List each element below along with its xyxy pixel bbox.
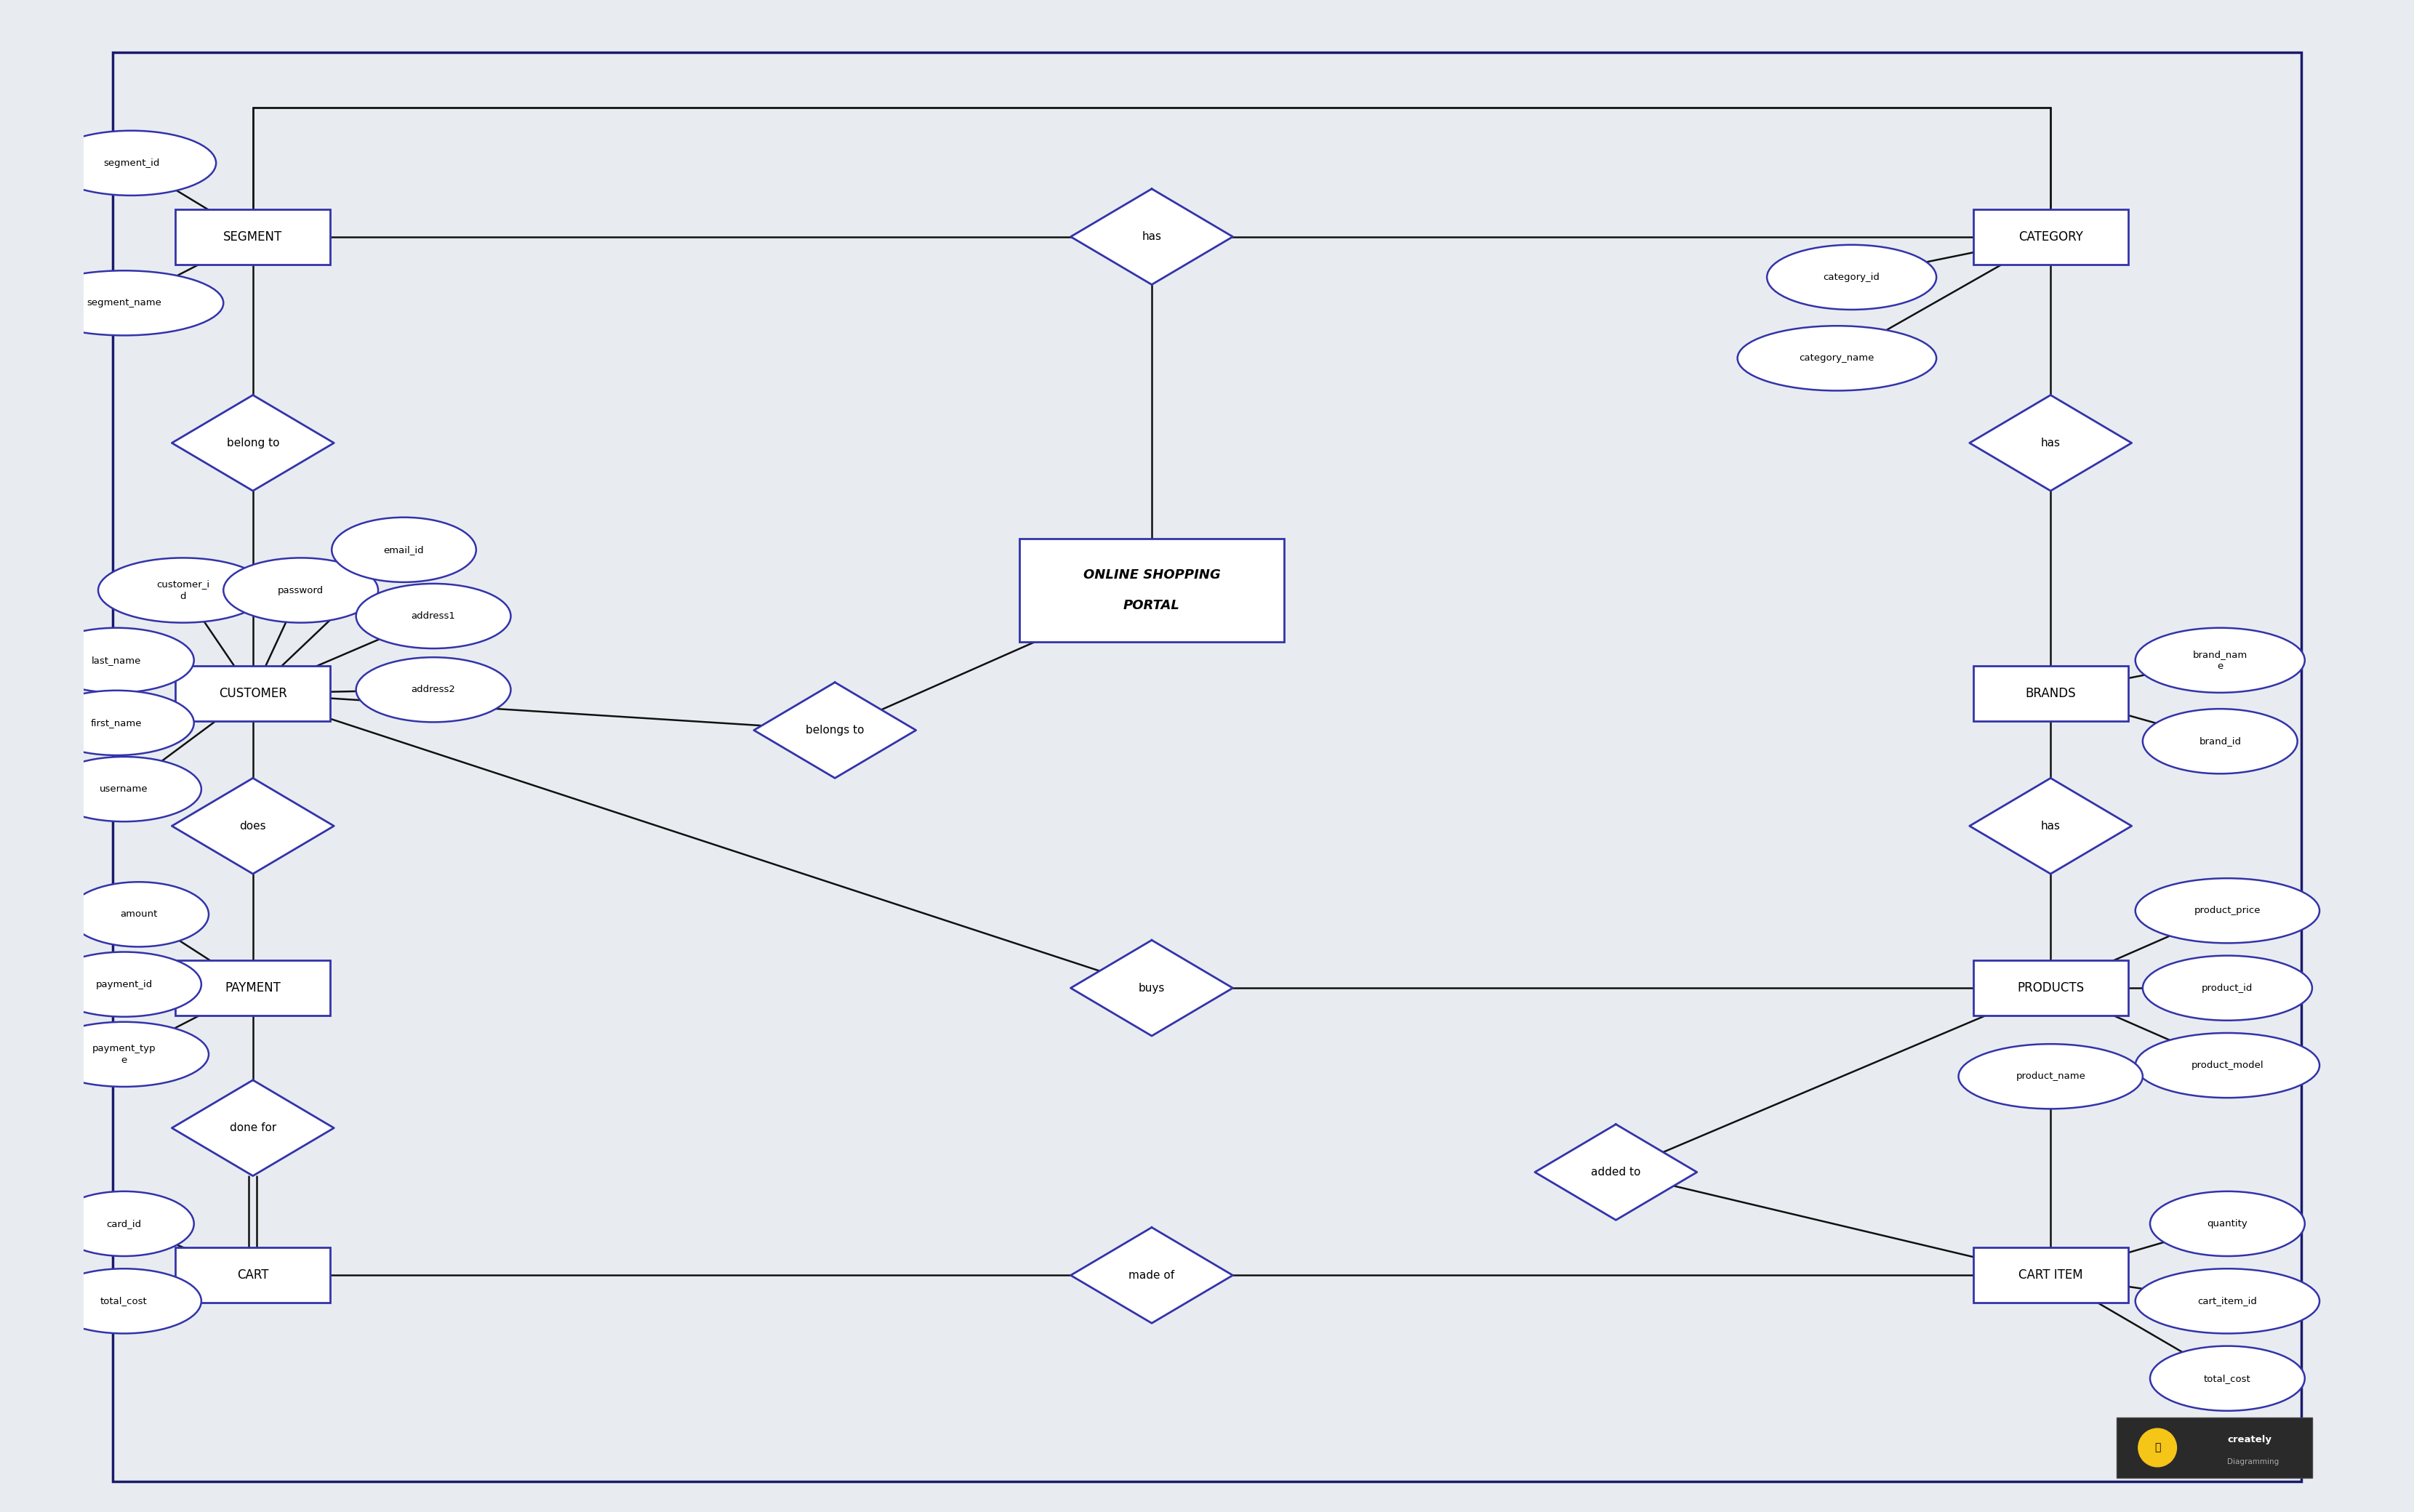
Text: added to: added to: [1591, 1167, 1642, 1178]
Ellipse shape: [1958, 1043, 2144, 1108]
Text: buys: buys: [1139, 983, 1166, 993]
Text: creately: creately: [2228, 1435, 2272, 1444]
Text: cart_item_id: cart_item_id: [2197, 1296, 2257, 1306]
Text: CATEGORY: CATEGORY: [2018, 230, 2083, 243]
Text: email_id: email_id: [384, 544, 425, 555]
Polygon shape: [1970, 779, 2132, 874]
Polygon shape: [171, 779, 333, 874]
Text: BRANDS: BRANDS: [2025, 686, 2076, 700]
Ellipse shape: [24, 271, 225, 336]
Ellipse shape: [1767, 245, 1936, 310]
Polygon shape: [171, 1080, 333, 1176]
Ellipse shape: [1738, 327, 1936, 390]
Text: customer_i
d: customer_i d: [157, 579, 210, 600]
Text: brand_id: brand_id: [2199, 736, 2240, 745]
Text: PRODUCTS: PRODUCTS: [2018, 981, 2083, 995]
Text: ONLINE SHOPPING: ONLINE SHOPPING: [1084, 569, 1221, 581]
Text: has: has: [1142, 231, 1161, 242]
Ellipse shape: [46, 953, 200, 1016]
Text: quantity: quantity: [2206, 1219, 2247, 1228]
Polygon shape: [171, 395, 333, 491]
Text: amount: amount: [121, 910, 157, 919]
Ellipse shape: [355, 584, 512, 649]
Ellipse shape: [2151, 1346, 2305, 1411]
Ellipse shape: [2136, 878, 2320, 943]
FancyBboxPatch shape: [1972, 665, 2129, 721]
Text: brand_nam
e: brand_nam e: [2192, 650, 2247, 671]
Text: belong to: belong to: [227, 437, 280, 449]
FancyBboxPatch shape: [176, 209, 331, 265]
Text: address1: address1: [410, 611, 456, 621]
Polygon shape: [1072, 1228, 1234, 1323]
Ellipse shape: [2136, 1269, 2320, 1334]
FancyBboxPatch shape: [1019, 538, 1284, 641]
Text: payment_id: payment_id: [97, 980, 152, 989]
Polygon shape: [1072, 940, 1234, 1036]
Text: first_name: first_name: [92, 718, 142, 727]
FancyBboxPatch shape: [176, 1247, 331, 1303]
FancyBboxPatch shape: [1972, 1247, 2129, 1303]
Text: done for: done for: [229, 1122, 275, 1134]
Ellipse shape: [46, 756, 200, 821]
Text: CART: CART: [237, 1269, 268, 1282]
Text: CUSTOMER: CUSTOMER: [220, 686, 287, 700]
Text: CART ITEM: CART ITEM: [2018, 1269, 2083, 1282]
FancyBboxPatch shape: [1972, 209, 2129, 265]
Ellipse shape: [53, 1191, 193, 1256]
Ellipse shape: [2144, 709, 2298, 774]
Text: has: has: [2040, 821, 2062, 832]
Text: last_name: last_name: [92, 656, 142, 665]
Circle shape: [2139, 1429, 2177, 1467]
Text: product_price: product_price: [2194, 906, 2260, 915]
Text: segment_name: segment_name: [87, 298, 162, 308]
Polygon shape: [753, 682, 915, 779]
Text: PAYMENT: PAYMENT: [225, 981, 280, 995]
Text: has: has: [2040, 437, 2062, 449]
Text: PORTAL: PORTAL: [1123, 599, 1180, 612]
Text: made of: made of: [1130, 1270, 1176, 1281]
Ellipse shape: [2136, 1033, 2320, 1098]
Ellipse shape: [46, 1269, 200, 1334]
Ellipse shape: [39, 691, 193, 756]
Text: SEGMENT: SEGMENT: [225, 230, 282, 243]
Ellipse shape: [39, 627, 193, 692]
Ellipse shape: [68, 881, 208, 947]
Text: category_id: category_id: [1823, 272, 1881, 281]
Text: password: password: [278, 585, 323, 596]
Polygon shape: [1970, 395, 2132, 491]
Ellipse shape: [225, 558, 379, 623]
Ellipse shape: [39, 1022, 208, 1087]
Polygon shape: [1535, 1125, 1697, 1220]
Text: total_cost: total_cost: [101, 1296, 147, 1306]
Text: category_name: category_name: [1798, 354, 1876, 363]
Ellipse shape: [2144, 956, 2313, 1021]
FancyBboxPatch shape: [1972, 960, 2129, 1016]
Text: username: username: [99, 785, 147, 794]
Ellipse shape: [355, 658, 512, 723]
Text: product_id: product_id: [2202, 983, 2252, 993]
Text: address2: address2: [410, 685, 456, 694]
Ellipse shape: [331, 517, 476, 582]
Polygon shape: [1072, 189, 1234, 284]
Text: belongs to: belongs to: [806, 724, 864, 736]
Text: total_cost: total_cost: [2204, 1374, 2250, 1383]
Text: card_id: card_id: [106, 1219, 142, 1228]
Text: product_model: product_model: [2192, 1060, 2264, 1070]
Text: does: does: [239, 821, 266, 832]
FancyBboxPatch shape: [176, 665, 331, 721]
Text: Diagramming: Diagramming: [2228, 1458, 2279, 1465]
Text: segment_id: segment_id: [104, 159, 159, 168]
Text: 💡: 💡: [2153, 1442, 2161, 1453]
Ellipse shape: [46, 130, 215, 195]
FancyBboxPatch shape: [2117, 1417, 2313, 1477]
FancyBboxPatch shape: [176, 960, 331, 1016]
Ellipse shape: [2151, 1191, 2305, 1256]
Ellipse shape: [99, 558, 268, 623]
Ellipse shape: [2136, 627, 2305, 692]
Text: product_name: product_name: [2016, 1072, 2086, 1081]
Text: payment_typ
e: payment_typ e: [92, 1043, 157, 1064]
